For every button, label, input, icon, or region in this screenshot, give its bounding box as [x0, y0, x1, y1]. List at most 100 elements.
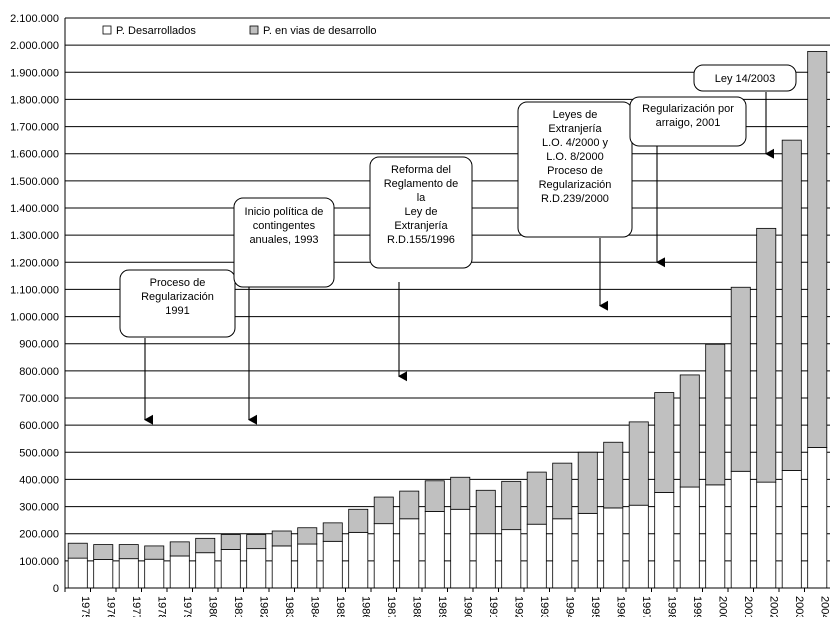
bar-desarrollados-1987	[373, 523, 394, 589]
legend-swatch	[102, 25, 112, 35]
y-tick-label: 900.000	[19, 339, 59, 351]
bar-desarrollados-1977	[118, 558, 139, 589]
legend-label: P. en vias de desarrollo	[263, 25, 377, 37]
bar-en-desarrollo-1984	[297, 527, 318, 545]
annotation-text: anuales, 1993	[249, 234, 318, 246]
y-tick-label: 1.900.000	[10, 67, 59, 79]
annotation-box	[233, 197, 335, 288]
bar-desarrollados-1986	[348, 531, 369, 589]
y-tick-label: 1.400.000	[10, 203, 59, 215]
x-tick-label: 1992	[512, 596, 524, 617]
x-tick-label: 1996	[614, 596, 626, 617]
bar-desarrollados-1997	[628, 504, 649, 589]
bar-en-desarrollo-1997	[628, 421, 649, 506]
annotation-text: R.D.239/2000	[541, 193, 609, 205]
y-tick-label: 500.000	[19, 447, 59, 459]
x-tick-label: 2003	[793, 596, 805, 617]
bar-en-desarrollo-1977	[118, 544, 139, 560]
bar-desarrollados-1984	[297, 543, 318, 589]
annotation-box	[119, 269, 236, 338]
bar-desarrollados-1992	[501, 529, 522, 589]
bar-desarrollados-1995	[577, 512, 598, 589]
y-tick-label: 1.200.000	[10, 257, 59, 269]
bar-desarrollados-1980	[195, 552, 216, 589]
annotation-box	[693, 64, 797, 92]
annotation-box	[369, 156, 473, 269]
x-tick-label: 1984	[308, 596, 320, 617]
bar-en-desarrollo-1976	[93, 544, 114, 560]
bar-en-desarrollo-1992	[501, 480, 522, 531]
x-tick-label: 1975	[79, 596, 91, 617]
annotation-text: R.D.155/1996	[387, 234, 455, 246]
x-tick-label: 1987	[385, 596, 397, 617]
x-tick-label: 2001	[742, 596, 754, 617]
annotation-text: contingentes	[253, 220, 316, 232]
x-tick-label: 1983	[283, 596, 295, 617]
bar-desarrollados-1999	[679, 486, 700, 589]
y-tick-label: 1.100.000	[10, 284, 59, 296]
bar-en-desarrollo-2001	[730, 286, 751, 472]
annotation-text: Reforma del	[391, 164, 451, 176]
bar-desarrollados-2002	[756, 481, 777, 589]
legend-label: P. Desarrollados	[116, 25, 196, 37]
x-tick-label: 1988	[410, 596, 422, 617]
annotation-text: L.O. 4/2000 y	[542, 137, 609, 149]
bar-desarrollados-1994	[552, 518, 573, 589]
x-tick-label: 2002	[767, 596, 779, 617]
x-tick-label: 1989	[436, 596, 448, 617]
annotation-text: Proceso de	[150, 277, 206, 289]
bar-en-desarrollo-1991	[475, 489, 496, 535]
bar-desarrollados-1993	[526, 523, 547, 589]
x-tick-label: 1981	[232, 596, 244, 617]
bar-desarrollados-1981	[220, 549, 241, 589]
bar-en-desarrollo-1996	[603, 441, 624, 509]
annotations: Proceso de Regularización 1991 Inicio polít…	[119, 64, 797, 425]
y-tick-label: 200.000	[19, 529, 59, 541]
bar-en-desarrollo-1988	[399, 490, 420, 520]
bar-desarrollados-1989	[424, 511, 445, 589]
bar-en-desarrollo-1983	[271, 530, 292, 547]
x-tick-label: 1979	[181, 596, 193, 617]
x-tick-label: 1998	[665, 596, 677, 617]
annotation-box	[517, 101, 633, 238]
annotation-text: Extranjería	[548, 123, 602, 135]
bar-desarrollados-2004	[807, 446, 828, 589]
annotation-text: Leyes de	[553, 109, 598, 121]
bar-en-desarrollo-1998	[654, 392, 675, 493]
x-tick-label: 1977	[130, 596, 142, 617]
bar-desarrollados-1985	[322, 540, 343, 589]
annotation-text: 1991	[165, 305, 189, 317]
bar-en-desarrollo-1981	[220, 534, 241, 550]
annotation-text: Inicio política de	[245, 206, 324, 218]
x-tick-label: 1995	[589, 596, 601, 617]
y-tick-label: 100.000	[19, 556, 59, 568]
legend: P. Desarrollados P. en vias de desarrollo	[102, 25, 377, 37]
annotation-text: Ley 14/2003	[715, 73, 776, 85]
x-tick-label: 1985	[334, 596, 346, 617]
y-tick-label: 1.500.000	[10, 176, 59, 188]
annotation-text: L.O. 8/2000	[546, 151, 604, 163]
bar-en-desarrollo-2000	[705, 343, 726, 486]
bar-desarrollados-1983	[271, 545, 292, 589]
x-tick-label: 1990	[461, 596, 473, 617]
bar-desarrollados-2000	[705, 484, 726, 589]
bar-desarrollados-1976	[93, 559, 114, 589]
axes	[64, 18, 830, 592]
annotation-text: Proceso de	[547, 165, 603, 177]
bar-en-desarrollo-1993	[526, 471, 547, 525]
bar-en-desarrollo-1999	[679, 374, 700, 488]
y-tick-label: 800.000	[19, 366, 59, 378]
bar-en-desarrollo-2004	[807, 50, 828, 448]
y-tick-labels: 0 100.000 200.000 300.000 400.000 500.000 600.…	[10, 13, 59, 595]
x-tick-label: 1980	[206, 596, 218, 617]
bar-en-desarrollo-1987	[373, 496, 394, 525]
y-tick-label: 1.800.000	[10, 94, 59, 106]
legend-swatch	[249, 25, 259, 35]
bar-desarrollados-1979	[169, 555, 190, 589]
bar-en-desarrollo-1982	[246, 534, 267, 550]
y-tick-label: 0	[53, 583, 59, 595]
x-tick-label: 1978	[155, 596, 167, 617]
x-tick-label: 1999	[691, 596, 703, 617]
y-tick-label: 300.000	[19, 502, 59, 514]
x-tick-label: 1976	[104, 596, 116, 617]
